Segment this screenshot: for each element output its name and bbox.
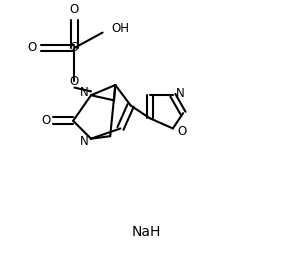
Text: O: O — [42, 114, 51, 127]
Text: N: N — [176, 87, 185, 100]
Text: N: N — [80, 86, 89, 99]
Text: O: O — [70, 3, 79, 16]
Text: O: O — [177, 125, 186, 138]
Text: OH: OH — [112, 22, 129, 35]
Text: O: O — [70, 75, 79, 88]
Text: N: N — [80, 135, 89, 148]
Text: NaH: NaH — [131, 225, 161, 239]
Text: O: O — [27, 41, 37, 54]
Text: S: S — [71, 41, 78, 54]
